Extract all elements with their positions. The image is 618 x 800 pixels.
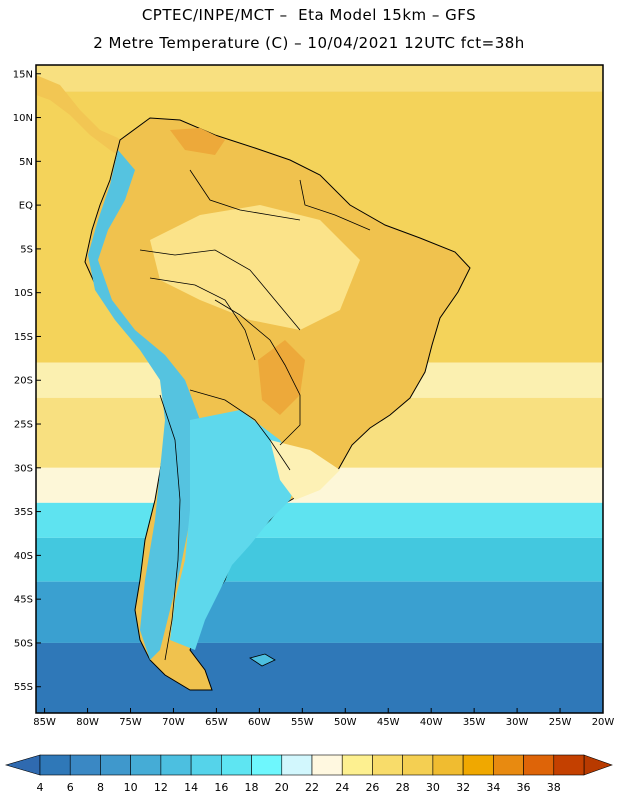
- lat-tick-label: 40S: [14, 551, 33, 562]
- lon-tick-label: 50W: [334, 717, 357, 728]
- colorbar-label: 34: [486, 781, 500, 794]
- colorbar-swatch: [69, 754, 101, 776]
- lat-tick-label: 5S: [20, 244, 33, 255]
- lat-tick-label: 20S: [14, 376, 33, 387]
- colorbar-high-arrow: [583, 754, 613, 776]
- lat-tick-label: 15S: [14, 332, 33, 343]
- lat-tick-label: 15N: [13, 69, 33, 80]
- amazon-region: [150, 205, 360, 330]
- colorbar-label: 32: [456, 781, 470, 794]
- falkland-islands: [249, 653, 276, 667]
- colorbar-label: 8: [97, 781, 104, 794]
- country-borders: [139, 169, 371, 661]
- lon-tick-label: 40W: [420, 717, 443, 728]
- andes-cold-ridge: [88, 150, 200, 660]
- lat-tick-label: 50S: [14, 638, 33, 649]
- map-frame: [35, 64, 604, 714]
- ocean-band-0: [36, 65, 603, 92]
- colorbar-label: 38: [547, 781, 561, 794]
- lon-tick-label: 25W: [549, 717, 572, 728]
- colorbar-swatch: [251, 754, 283, 776]
- colorbar-label: 4: [37, 781, 44, 794]
- lon-tick-label: 85W: [33, 717, 56, 728]
- colorbar-swatch: [553, 754, 585, 776]
- lon-tick-label: 70W: [162, 717, 185, 728]
- land-temperature-field: [36, 75, 471, 691]
- colorbar-swatch: [100, 754, 131, 776]
- colorbar-label: 6: [67, 781, 74, 794]
- lon-tick-label: 35W: [463, 717, 486, 728]
- ocean-band-5: [36, 502, 603, 538]
- colorbar-swatch: [281, 754, 313, 776]
- colorbar-label: 36: [517, 781, 531, 794]
- colorbar-swatch: [341, 754, 373, 776]
- lat-tick-label: 30S: [14, 463, 33, 474]
- central-america-land: [36, 75, 130, 160]
- northern-hot-spot: [170, 128, 225, 155]
- lon-tick-label: 60W: [248, 717, 271, 728]
- colorbar-swatch: [221, 754, 252, 776]
- colorbar-label: 28: [396, 781, 410, 794]
- map-title-line2: 2 Metre Temperature (C) – 10/04/2021 12U…: [93, 34, 525, 52]
- lat-tick-label: 55S: [14, 682, 33, 693]
- temperature-colorbar: 4 6 8 10 12 14 16 18 20 22 24 26 28 30 32 34 36 38: [4, 754, 613, 794]
- colorbar-swatch: [160, 754, 192, 776]
- lon-tick-label: 75W: [119, 717, 142, 728]
- lon-tick-label: 20W: [592, 717, 615, 728]
- colorbar-swatch: [523, 754, 555, 776]
- colorbar-swatch: [462, 754, 494, 776]
- colorbar-swatch: [493, 754, 524, 776]
- ocean-band-8: [36, 642, 603, 713]
- colorbar-label: 20: [275, 781, 289, 794]
- latitude-axis: 15N 10N 5N EQ 5S 10S 15S 20S 25S 30S 35S 40S 45S 50S 5…: [13, 69, 41, 693]
- hot-core-region: [258, 340, 305, 415]
- lat-tick-label: 10S: [14, 288, 33, 299]
- lat-tick-label: 35S: [14, 507, 33, 518]
- colorbar-label: 24: [335, 781, 349, 794]
- lon-tick-label: 65W: [205, 717, 228, 728]
- colorbar-label: 14: [184, 781, 198, 794]
- colorbar-label: 18: [245, 781, 259, 794]
- colorbar-low-arrow: [4, 754, 41, 776]
- colorbar-swatch: [372, 754, 403, 776]
- lon-tick-label: 30W: [506, 717, 529, 728]
- colorbar-label: 10: [124, 781, 138, 794]
- colorbar-label: 22: [305, 781, 319, 794]
- map-title-line1: CPTEC/INPE/MCT – Eta Model 15km – GFS: [141, 6, 477, 24]
- lat-tick-label: 45S: [14, 595, 33, 606]
- colorbar-label: 12: [154, 781, 168, 794]
- lat-tick-label: 10N: [13, 113, 33, 124]
- ocean-band-7: [36, 581, 603, 643]
- colorbar-swatch: [130, 754, 162, 776]
- colorbar-swatch: [402, 754, 434, 776]
- lon-tick-label: 45W: [377, 717, 400, 728]
- ocean-band-6: [36, 537, 603, 582]
- colorbar-swatch: [190, 754, 222, 776]
- colorbar-label: 16: [214, 781, 228, 794]
- lon-tick-label: 55W: [291, 717, 314, 728]
- lat-tick-label: 5N: [19, 157, 33, 168]
- colorbar-swatch: [311, 754, 343, 776]
- colorbar-label: 30: [426, 781, 440, 794]
- lat-tick-label: EQ: [19, 201, 33, 212]
- lat-tick-label: 25S: [14, 420, 33, 431]
- colorbar-swatch: [432, 754, 464, 776]
- lon-tick-label: 80W: [76, 717, 99, 728]
- colorbar-label: 26: [365, 781, 379, 794]
- southern-cone-cool: [170, 410, 300, 650]
- longitude-axis: 85W 80W 75W 70W 65W 60W 55W 50W 45W 40W 35W 30W 25W 2…: [33, 708, 614, 728]
- colorbar-swatch: [39, 754, 71, 776]
- uruguay-warm: [270, 440, 340, 500]
